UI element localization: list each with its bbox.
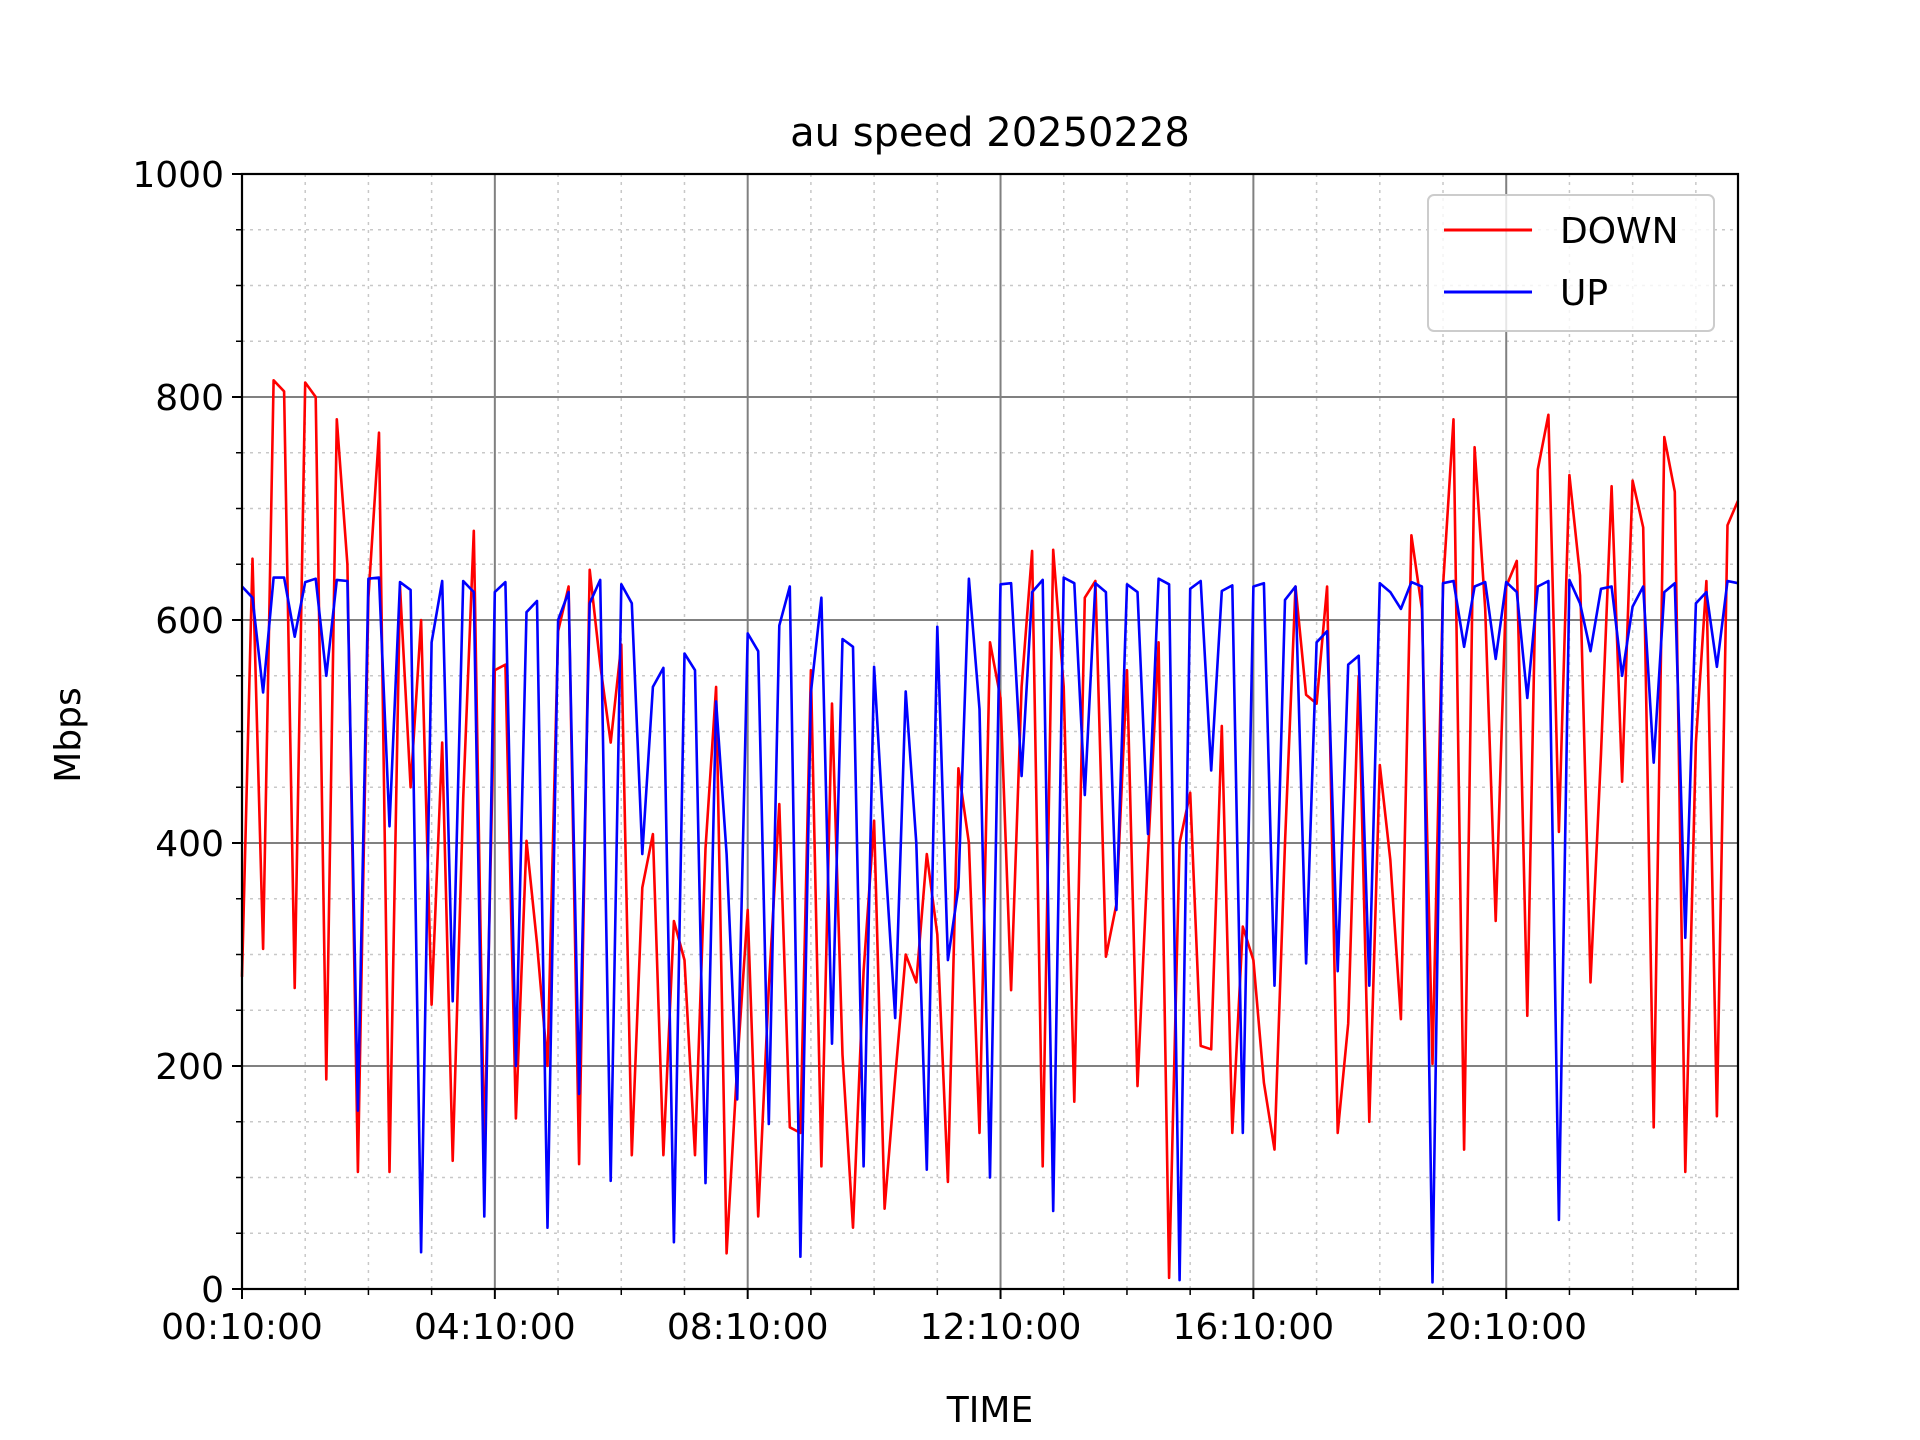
axes: 00:10:00 04:10:00 08:10:00 12:10:00 16:10:00…: [132, 155, 1697, 1348]
x-tick-label: 00:10:00: [161, 1307, 323, 1348]
x-tick-label: 12:10:00: [920, 1307, 1082, 1348]
y-tick-label: 0: [201, 1270, 224, 1311]
y-tick-label: 1000: [132, 155, 224, 196]
y-tick-label: 400: [155, 824, 224, 865]
chart-title: au speed 20250228: [790, 110, 1190, 156]
x-tick-label: 20:10:00: [1425, 1307, 1587, 1348]
y-tick-label: 200: [155, 1047, 224, 1088]
x-tick-label: 08:10:00: [667, 1307, 829, 1348]
legend-label-down: DOWN: [1560, 211, 1679, 252]
series-layer: [240, 378, 1740, 1284]
y-tick-label: 800: [155, 378, 224, 419]
series-line-up: [241, 576, 1739, 1284]
legend: DOWN UP: [1427, 194, 1715, 332]
x-tick-label: 16:10:00: [1173, 1307, 1335, 1348]
y-tick-label: 600: [155, 601, 224, 642]
legend-label-up: UP: [1560, 273, 1608, 314]
x-tick-label: 04:10:00: [414, 1307, 576, 1348]
x-axis-label: TIME: [946, 1390, 1033, 1431]
y-axis-label: Mbps: [48, 687, 89, 783]
